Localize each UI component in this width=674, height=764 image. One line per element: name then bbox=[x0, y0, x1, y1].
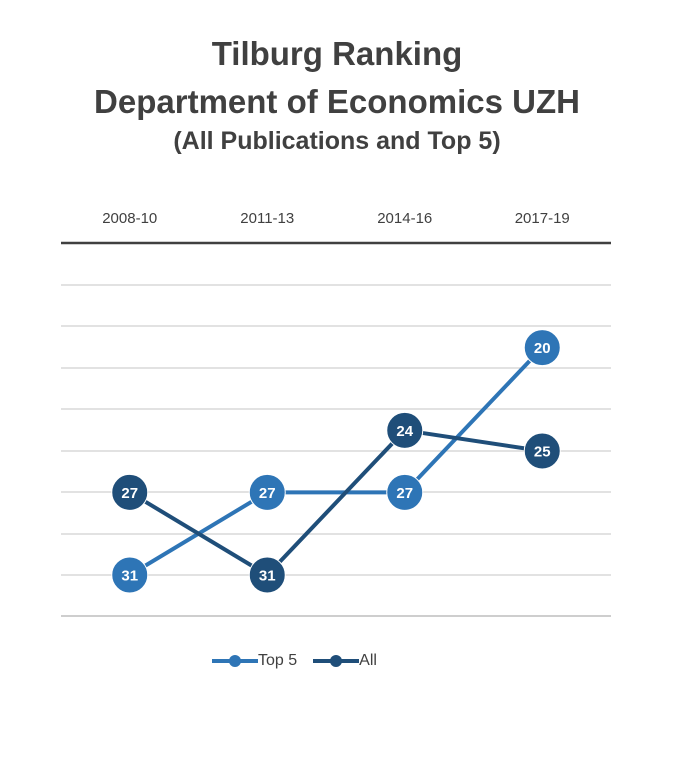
data-label: 27 bbox=[259, 485, 276, 502]
legend-item-top5: Top 5 bbox=[212, 652, 297, 670]
data-point-all: 27 bbox=[111, 473, 149, 511]
data-point-top5: 31 bbox=[111, 556, 149, 594]
data-label: 20 bbox=[534, 340, 551, 357]
chart-title-line-1: Tilburg Ranking bbox=[211, 35, 463, 72]
data-label: 31 bbox=[121, 568, 138, 585]
point-marker bbox=[248, 473, 286, 511]
point-marker bbox=[111, 473, 149, 511]
series-lines bbox=[128, 346, 544, 577]
legend-label-all: All bbox=[359, 652, 377, 669]
series-line-top5 bbox=[128, 346, 544, 577]
data-label: 24 bbox=[396, 423, 413, 440]
data-point-top5: 27 bbox=[248, 473, 286, 511]
data-point-all: 31 bbox=[248, 556, 286, 594]
series-line-all bbox=[128, 428, 543, 577]
point-marker bbox=[386, 411, 424, 449]
chart-subtitle: (All Publications and Top 5) bbox=[173, 127, 501, 155]
legend-item-all: All bbox=[313, 652, 377, 670]
point-marker bbox=[523, 432, 561, 470]
data-label: 27 bbox=[121, 485, 138, 502]
gridlines bbox=[61, 284, 611, 617]
point-marker bbox=[523, 329, 561, 367]
chart-title-line-2: Department of Economics UZH bbox=[94, 83, 580, 120]
legend: Top 5 All bbox=[212, 652, 393, 670]
data-point-all: 24 bbox=[386, 411, 424, 449]
data-point-top5: 27 bbox=[386, 473, 424, 511]
x-tick-label: 2014-16 bbox=[377, 210, 432, 227]
legend-swatch-top5 bbox=[212, 655, 258, 667]
point-marker bbox=[386, 473, 424, 511]
point-marker bbox=[248, 556, 286, 594]
legend-swatch-all bbox=[313, 655, 360, 667]
data-point-top5: 20 bbox=[523, 329, 561, 367]
point-marker bbox=[111, 556, 149, 594]
data-label: 27 bbox=[396, 485, 413, 502]
data-points: 31 27 27 20 27 31 24 25 bbox=[111, 329, 561, 594]
x-tick-label: 2008-10 bbox=[102, 210, 157, 227]
x-tick-label: 2011-13 bbox=[240, 210, 294, 227]
legend-label-top5: Top 5 bbox=[258, 652, 298, 669]
data-point-all: 25 bbox=[523, 432, 561, 470]
x-tick-label: 2017-19 bbox=[515, 210, 570, 227]
x-axis: 2008-10 2011-13 2014-16 2017-19 bbox=[61, 210, 611, 245]
data-label: 31 bbox=[259, 568, 276, 585]
data-label: 25 bbox=[534, 444, 551, 461]
